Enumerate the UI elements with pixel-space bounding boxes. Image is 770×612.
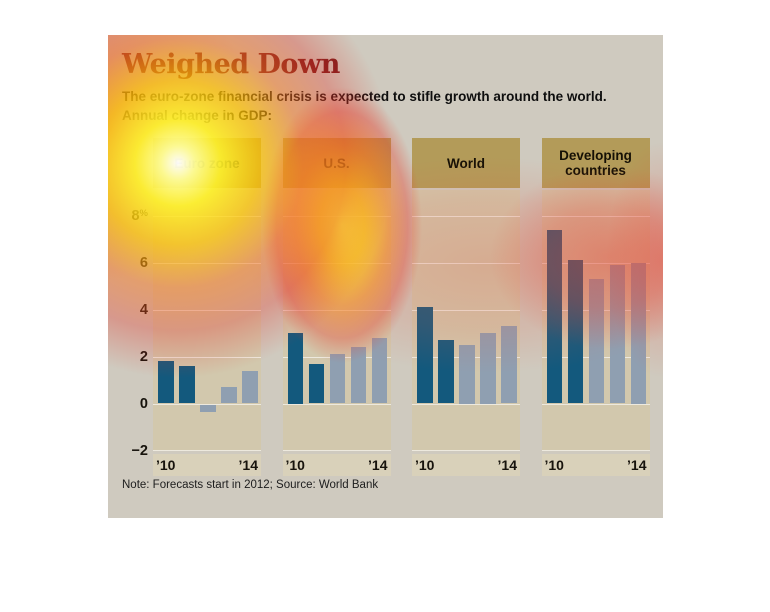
- gridline--2: [541, 450, 650, 451]
- y-tick-value: 8: [131, 207, 140, 224]
- gridline--2: [153, 450, 261, 451]
- bar-euro-zone-2011: [179, 365, 195, 404]
- chart-panels: Euro zone ’10’14 U.S. ’10’14 World ’10’14 Deve…: [153, 138, 650, 476]
- panel-developing-countries: Developing countries ’10 ’14: [541, 138, 650, 476]
- gridline-2: [153, 356, 261, 358]
- bar-us-2012: [329, 354, 345, 404]
- x-axis-strip-us: ’10 ’14: [282, 453, 391, 476]
- panel-title: Developing countries: [559, 148, 632, 178]
- bar-euro-zone-2013: [221, 387, 237, 404]
- x-tick-last-year: ’14: [497, 456, 517, 473]
- bar-world-2014: [501, 325, 517, 404]
- bar-world-2012: [459, 344, 475, 404]
- gridline-6: [153, 262, 261, 264]
- gridline--2: [412, 450, 520, 451]
- bar-developing-countries-2012: [588, 278, 604, 404]
- gridline--2: [282, 450, 391, 451]
- y-axis: 8% 6 4 2 0 −2: [108, 190, 148, 459]
- y-tick-value: 4: [139, 301, 148, 318]
- panel-header-world: World: [412, 138, 520, 188]
- x-axis-strip-developing-countries: ’10 ’14: [541, 453, 650, 476]
- panel-title: U.S.: [323, 155, 350, 171]
- gridline-8: [412, 215, 520, 217]
- y-tick-label: 0: [108, 395, 148, 413]
- x-axis-strip-world: ’10 ’14: [412, 453, 520, 476]
- y-tick-label: 8%: [108, 207, 148, 225]
- x-tick-first-year: ’10: [156, 456, 176, 473]
- bar-world-2011: [438, 340, 454, 404]
- gridline-8: [282, 215, 391, 217]
- y-tick-label: 6: [108, 254, 148, 272]
- plot-area-us: [282, 190, 391, 451]
- y-tick-value: 0: [139, 395, 148, 412]
- panel-header-euro-zone: Euro zone: [153, 138, 261, 188]
- x-tick-last-year: ’14: [627, 456, 647, 473]
- gridline-8: [153, 215, 261, 217]
- x-tick-last-year: ’14: [238, 456, 258, 473]
- y-tick-value: 2: [139, 348, 148, 365]
- bar-us-2011: [308, 363, 324, 404]
- source-note: Note: Forecasts start in 2012; Source: W…: [122, 479, 379, 491]
- chart-card: Weighed Down The euro-zone financial cri…: [108, 35, 663, 518]
- bar-euro-zone-2010: [158, 361, 174, 404]
- panel-title: Euro zone: [174, 155, 240, 171]
- bar-developing-countries-2010: [546, 229, 562, 404]
- y-tick-value: −2: [131, 442, 148, 459]
- bar-euro-zone-2014: [242, 370, 258, 404]
- gridline-6: [282, 262, 391, 264]
- x-tick-first-year: ’10: [285, 456, 305, 473]
- gridline-4: [153, 309, 261, 311]
- bar-developing-countries-2014: [630, 262, 646, 404]
- panel-header-developing-countries: Developing countries: [541, 138, 650, 188]
- gridline-4: [282, 309, 391, 311]
- y-tick-label: 2: [108, 348, 148, 366]
- bar-us-2013: [350, 347, 366, 404]
- gridline-0: [282, 403, 391, 405]
- bar-world-2010: [417, 307, 433, 404]
- x-tick-first-year: ’10: [544, 456, 564, 473]
- x-axis-strip-euro-zone: ’10 ’14: [153, 453, 261, 476]
- bar-us-2010: [287, 333, 303, 404]
- bar-us-2014: [371, 337, 387, 404]
- panel-header-us: U.S.: [282, 138, 391, 188]
- bar-world-2013: [480, 333, 496, 404]
- bar-developing-countries-2011: [567, 260, 583, 404]
- panel-us: U.S. ’10 ’14: [282, 138, 391, 476]
- percent-sign: %: [139, 207, 148, 219]
- panel-euro-zone: Euro zone ’10 ’14: [153, 138, 261, 476]
- gridline-8: [541, 215, 650, 217]
- chart-subtitle: The euro-zone financial crisis is expect…: [122, 89, 607, 123]
- gridline-0: [412, 403, 520, 405]
- panel-world: World ’10 ’14: [412, 138, 520, 476]
- plot-area-euro-zone: [153, 190, 261, 451]
- y-tick-label: −2: [108, 442, 148, 460]
- plot-area-world: [412, 190, 520, 451]
- x-tick-first-year: ’10: [415, 456, 435, 473]
- y-tick-value: 6: [139, 254, 148, 271]
- x-tick-last-year: ’14: [368, 456, 388, 473]
- plot-area-developing-countries: [541, 190, 650, 451]
- gridline-6: [412, 262, 520, 264]
- bar-developing-countries-2013: [609, 264, 625, 404]
- bar-euro-zone-2012: [200, 404, 216, 412]
- panel-title: World: [447, 155, 485, 171]
- y-tick-label: 4: [108, 301, 148, 319]
- chart-title: Weighed Down: [122, 49, 340, 80]
- gridline-0: [541, 403, 650, 405]
